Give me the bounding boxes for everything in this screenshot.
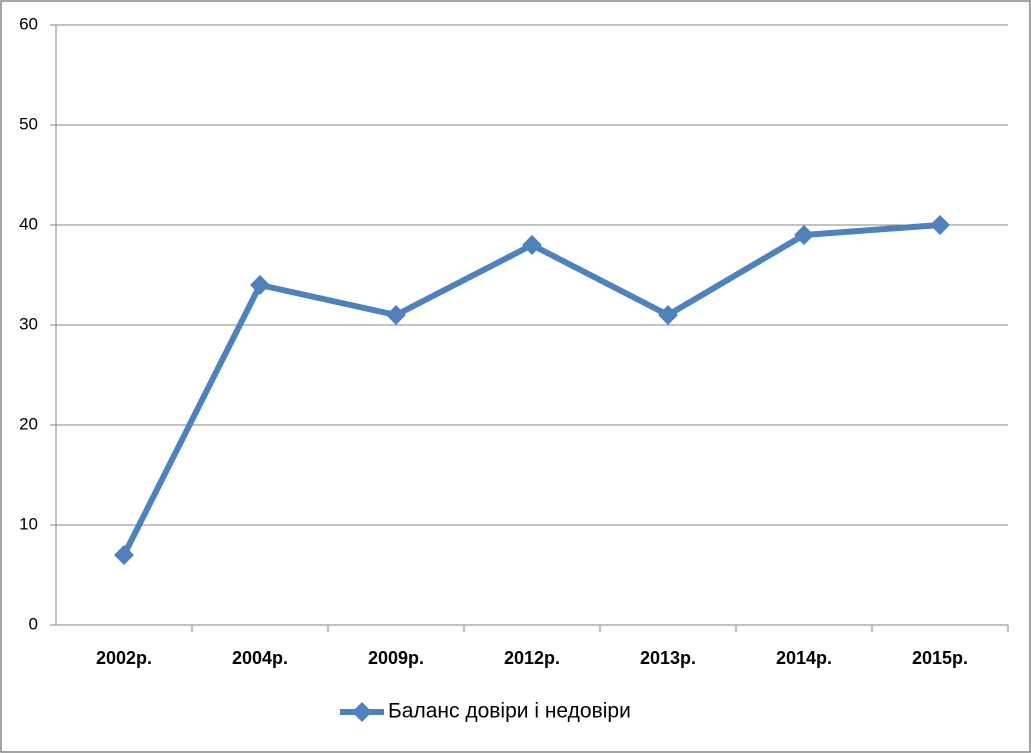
y-tick-label: 40: [19, 214, 38, 233]
legend-label: Баланс довіри і недовіри: [388, 700, 631, 723]
y-tick-label: 20: [19, 414, 38, 433]
x-tick-label: 2012р.: [504, 648, 560, 668]
x-tick-label: 2009р.: [368, 648, 424, 668]
data-point: [250, 275, 270, 295]
x-tick-label: 2002р.: [96, 648, 152, 668]
x-tick-label: 2004р.: [232, 648, 288, 668]
data-point: [114, 545, 134, 565]
y-tick-label: 60: [19, 14, 38, 33]
data-point: [930, 215, 950, 235]
data-point: [522, 235, 542, 255]
data-point: [794, 225, 814, 245]
y-tick-label: 0: [29, 614, 38, 633]
x-tick-label: 2014р.: [776, 648, 832, 668]
y-tick-label: 30: [19, 314, 38, 333]
y-tick-label: 10: [19, 514, 38, 533]
data-point: [386, 305, 406, 325]
y-tick-label: 50: [19, 114, 38, 133]
legend-marker: [352, 702, 372, 722]
x-tick-label: 2013р.: [640, 648, 696, 668]
x-tick-label: 2015р.: [912, 648, 968, 668]
data-point: [658, 305, 678, 325]
